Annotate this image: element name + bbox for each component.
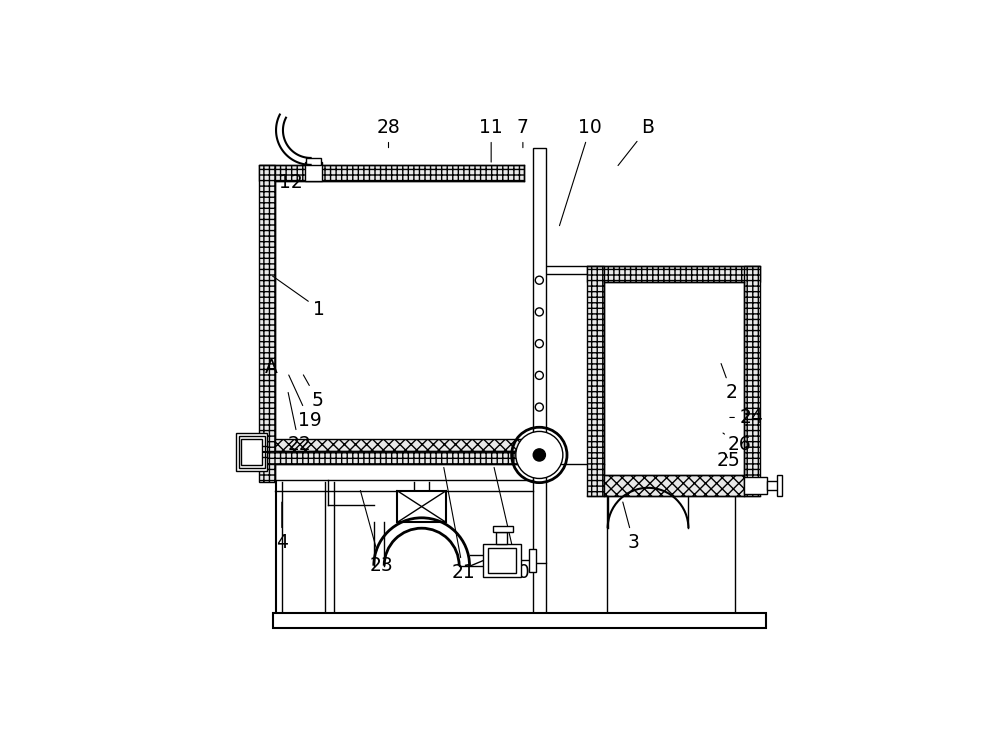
Text: 23: 23 bbox=[360, 491, 393, 575]
Text: 11: 11 bbox=[479, 118, 503, 162]
Bar bbox=[496, 533, 507, 544]
Bar bbox=[397, 491, 446, 523]
Bar bbox=[527, 439, 534, 462]
Text: 28: 28 bbox=[377, 118, 400, 148]
Bar bbox=[236, 433, 267, 470]
Bar bbox=[483, 544, 521, 577]
Bar bbox=[777, 475, 782, 497]
Text: 12: 12 bbox=[279, 168, 311, 192]
Bar bbox=[604, 475, 744, 497]
Text: 4: 4 bbox=[276, 502, 288, 552]
Text: 1: 1 bbox=[273, 276, 325, 318]
Text: 24: 24 bbox=[730, 408, 764, 427]
Bar bbox=[744, 266, 760, 497]
Bar bbox=[533, 148, 546, 562]
Bar bbox=[529, 549, 536, 572]
Text: 7: 7 bbox=[517, 118, 529, 148]
Bar bbox=[493, 527, 513, 533]
Text: 22: 22 bbox=[287, 392, 311, 454]
Text: 26: 26 bbox=[723, 433, 751, 454]
Bar bbox=[259, 165, 275, 482]
Text: 21: 21 bbox=[444, 467, 475, 582]
Bar bbox=[305, 162, 322, 181]
Text: 3: 3 bbox=[623, 502, 640, 552]
Circle shape bbox=[533, 449, 545, 461]
Bar bbox=[275, 439, 533, 462]
Bar bbox=[259, 451, 536, 464]
Text: 5: 5 bbox=[303, 375, 324, 410]
Text: 2: 2 bbox=[721, 363, 738, 402]
Text: 19: 19 bbox=[289, 375, 321, 430]
Bar bbox=[259, 165, 524, 181]
Bar bbox=[488, 548, 516, 572]
Bar bbox=[744, 477, 767, 494]
Text: 20: 20 bbox=[494, 467, 530, 582]
Text: 25: 25 bbox=[717, 451, 741, 470]
Bar bbox=[239, 436, 265, 467]
Circle shape bbox=[516, 431, 563, 479]
Bar bbox=[587, 266, 760, 282]
Bar bbox=[241, 439, 262, 464]
Text: B: B bbox=[618, 118, 655, 166]
Bar bbox=[306, 158, 321, 165]
Bar bbox=[273, 613, 766, 628]
Bar bbox=[587, 266, 604, 497]
Text: A: A bbox=[265, 358, 278, 377]
Bar bbox=[767, 481, 778, 491]
Text: 10: 10 bbox=[559, 118, 602, 225]
